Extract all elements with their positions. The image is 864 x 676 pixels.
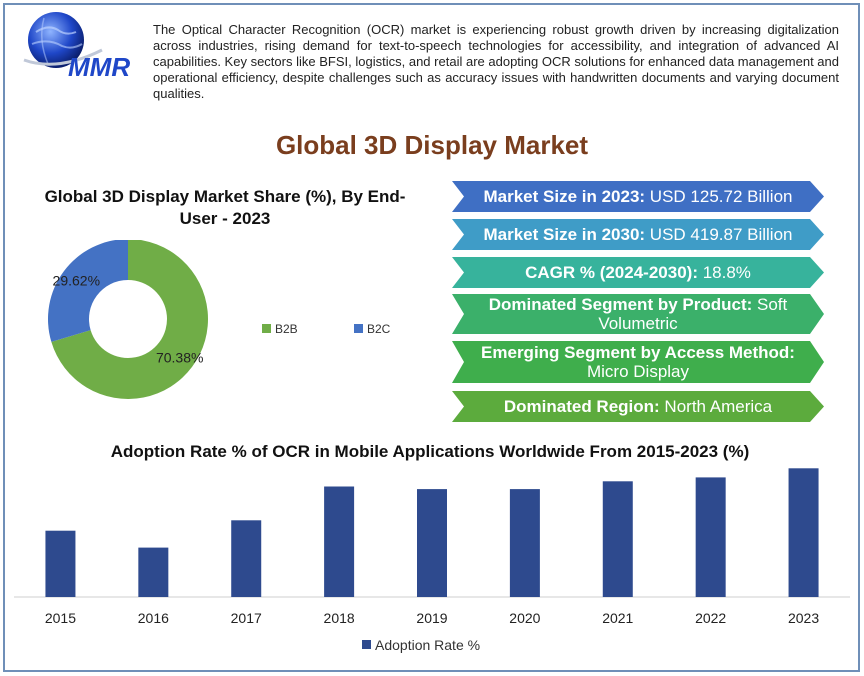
stat-label: Dominated Region: (503, 397, 660, 416)
bar-2022 (695, 477, 726, 597)
x-tick-label: 2016 (138, 610, 169, 626)
stat-pill: Emerging Segment by Access Method: Micro… (452, 341, 824, 383)
stat-pill: Market Size in 2030: USD 419.87 Billion (452, 219, 824, 250)
bar-2020 (509, 489, 540, 597)
bar-2021 (602, 481, 633, 597)
stat-value: 18.8% (697, 263, 751, 282)
stat-text: Dominated Segment by Product: Soft Volum… (480, 295, 796, 333)
legend-swatch (354, 324, 363, 333)
stat-text: Dominated Region: North America (504, 397, 772, 416)
intro-paragraph: The Optical Character Recognition (OCR) … (153, 22, 839, 101)
bar-2019 (417, 489, 447, 597)
bar-chart-title: Adoption Rate % of OCR in Mobile Applica… (110, 442, 750, 461)
bar-2017 (231, 520, 262, 597)
stat-text: Market Size in 2030: USD 419.87 Billion (484, 225, 793, 244)
legend-swatch (262, 324, 271, 333)
logo-text: MMR (68, 52, 130, 82)
stat-label: Dominated Segment by Product: (488, 295, 753, 314)
stat-value: Micro Display (586, 362, 690, 381)
stat-value: USD 419.87 Billion (645, 225, 793, 244)
stat-label: CAGR % (2024-2030): (525, 263, 698, 282)
legend-label: B2B (275, 322, 298, 336)
donut-chart-title: Global 3D Display Market Share (%), By E… (44, 187, 406, 228)
bar-2023 (788, 468, 819, 597)
stat-pill: Market Size in 2023: USD 125.72 Billion (452, 181, 824, 212)
donut-data-label: 70.38% (156, 350, 203, 366)
x-tick-label: 2023 (788, 610, 819, 626)
donut-slice-b2c (48, 240, 128, 342)
stat-pill: CAGR % (2024-2030): 18.8% (452, 257, 824, 288)
stat-value: Soft Volumetric (598, 295, 788, 333)
stat-text: Emerging Segment by Access Method: Micro… (480, 343, 796, 381)
stat-label: Market Size in 2030: (483, 225, 646, 244)
x-tick-label: 2017 (231, 610, 262, 626)
mmr-logo: MMR (23, 12, 130, 82)
main-title: Global 3D Display Market (275, 130, 589, 160)
x-tick-label: 2022 (695, 610, 726, 626)
bar-chart: 2015 2016 2017 2018 2019 2020 2021 2022 2023 Adop… (14, 468, 850, 653)
legend-swatch (362, 640, 371, 649)
donut-data-label: 29.62% (53, 272, 100, 288)
x-tick-label: 2015 (45, 610, 76, 626)
stat-value: USD 125.72 Billion (645, 187, 793, 206)
donut-slice-b2b (51, 240, 208, 399)
stat-label: Emerging Segment by Access Method: (481, 343, 795, 362)
donut-chart: 70.38% 29.62% B2B B2C (48, 240, 391, 399)
x-tick-label: 2021 (602, 610, 633, 626)
legend-label: B2C (367, 322, 391, 336)
bar-2015 (45, 530, 76, 597)
bar-2018 (324, 486, 355, 597)
stat-pill: Dominated Segment by Product: Soft Volum… (452, 294, 824, 334)
stat-value: North America (659, 397, 773, 416)
stat-text: CAGR % (2024-2030): 18.8% (525, 263, 751, 282)
x-tick-label: 2020 (509, 610, 540, 626)
x-tick-label: 2019 (416, 610, 447, 626)
bar-2016 (138, 547, 169, 597)
stat-text: Market Size in 2023: USD 125.72 Billion (484, 187, 793, 206)
stat-pill: Dominated Region: North America (452, 391, 824, 422)
stat-label: Market Size in 2023: (483, 187, 646, 206)
legend-label: Adoption Rate % (375, 637, 480, 653)
x-tick-label: 2018 (324, 610, 355, 626)
